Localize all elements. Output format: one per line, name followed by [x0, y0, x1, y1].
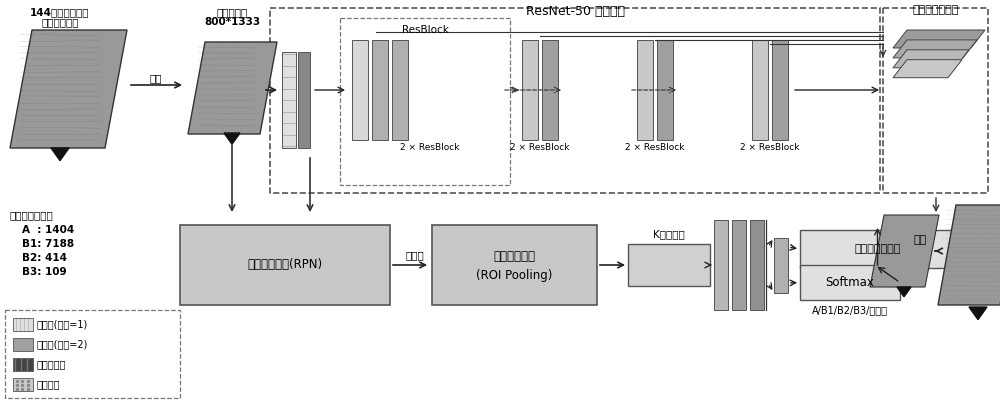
Text: 2 × ResBlock: 2 × ResBlock [510, 144, 570, 152]
Polygon shape [938, 205, 1000, 305]
Polygon shape [897, 287, 911, 297]
Bar [352, 40, 368, 140]
Text: 血管边界框回归: 血管边界框回归 [854, 244, 901, 254]
Text: (ROI Pooling): (ROI Pooling) [476, 269, 553, 282]
Text: B1: 7188: B1: 7188 [22, 239, 74, 249]
Text: B3: 109: B3: 109 [22, 267, 70, 277]
Polygon shape [893, 30, 985, 48]
Text: 800*1333: 800*1333 [204, 17, 260, 27]
Bar [800, 265, 900, 300]
Text: ResBlock: ResBlock [402, 25, 448, 35]
Bar [13, 358, 33, 371]
Text: 兴趣区域池化: 兴趣区域池化 [494, 251, 536, 263]
Bar [750, 220, 764, 310]
Text: 区域候选网络(RPN): 区域候选网络(RPN) [247, 259, 323, 271]
Text: 2 × ResBlock: 2 × ResBlock [740, 144, 800, 152]
Polygon shape [969, 307, 987, 320]
Bar [392, 40, 408, 140]
Bar [637, 40, 653, 140]
Bar [800, 230, 955, 268]
Polygon shape [893, 50, 969, 68]
Polygon shape [51, 148, 69, 160]
Text: B2: 414: B2: 414 [22, 253, 71, 263]
Text: 放大: 放大 [913, 235, 927, 245]
Text: K近邻堆叠: K近邻堆叠 [653, 229, 685, 239]
Bar [432, 225, 597, 305]
Polygon shape [893, 40, 977, 58]
Bar [628, 244, 710, 286]
Text: 特征金字塔网络: 特征金字塔网络 [913, 5, 959, 15]
Text: A/B1/B2/B3/负样例: A/B1/B2/B3/负样例 [812, 305, 888, 315]
Text: ResNet-50 骨干网络: ResNet-50 骨干网络 [526, 5, 624, 18]
Bar [732, 220, 746, 310]
Bar [657, 40, 673, 140]
Bar [714, 220, 728, 310]
Bar [13, 338, 33, 351]
Bar [270, 8, 880, 193]
Bar [180, 225, 390, 305]
Bar [282, 52, 296, 148]
Bar [13, 378, 33, 391]
Text: 最大池化层: 最大池化层 [37, 360, 66, 369]
Text: 窄带内镜图像: 窄带内镜图像 [41, 17, 79, 27]
Text: 卷积层(步长=1): 卷积层(步长=1) [37, 320, 88, 330]
Polygon shape [224, 133, 240, 144]
Text: 144张人工标注的: 144张人工标注的 [30, 7, 90, 17]
Bar [340, 18, 510, 185]
Bar [522, 40, 538, 140]
Text: 缩小: 缩小 [150, 73, 162, 83]
Bar [752, 40, 768, 140]
Text: A  : 1404: A : 1404 [22, 225, 74, 235]
Bar [542, 40, 558, 140]
Bar [13, 318, 33, 331]
Text: 分辨率小于: 分辨率小于 [216, 7, 248, 17]
Bar [372, 40, 388, 140]
Text: 2 × ResBlock: 2 × ResBlock [625, 144, 685, 152]
Polygon shape [10, 30, 127, 148]
Text: Softmax: Softmax [826, 276, 874, 289]
Text: 候选框: 候选框 [406, 250, 424, 260]
Polygon shape [870, 215, 939, 287]
Bar [5, 310, 180, 398]
Text: 卷积层(步长=2): 卷积层(步长=2) [37, 340, 88, 350]
Bar [774, 237, 788, 292]
Text: 全连接层: 全连接层 [37, 379, 60, 389]
Bar [298, 52, 310, 148]
Text: 2 × ResBlock: 2 × ResBlock [400, 144, 460, 152]
Text: 病变类型分布：: 病变类型分布： [10, 210, 54, 220]
Polygon shape [893, 60, 962, 78]
Polygon shape [188, 42, 277, 134]
Bar [883, 8, 988, 193]
Bar [772, 40, 788, 140]
